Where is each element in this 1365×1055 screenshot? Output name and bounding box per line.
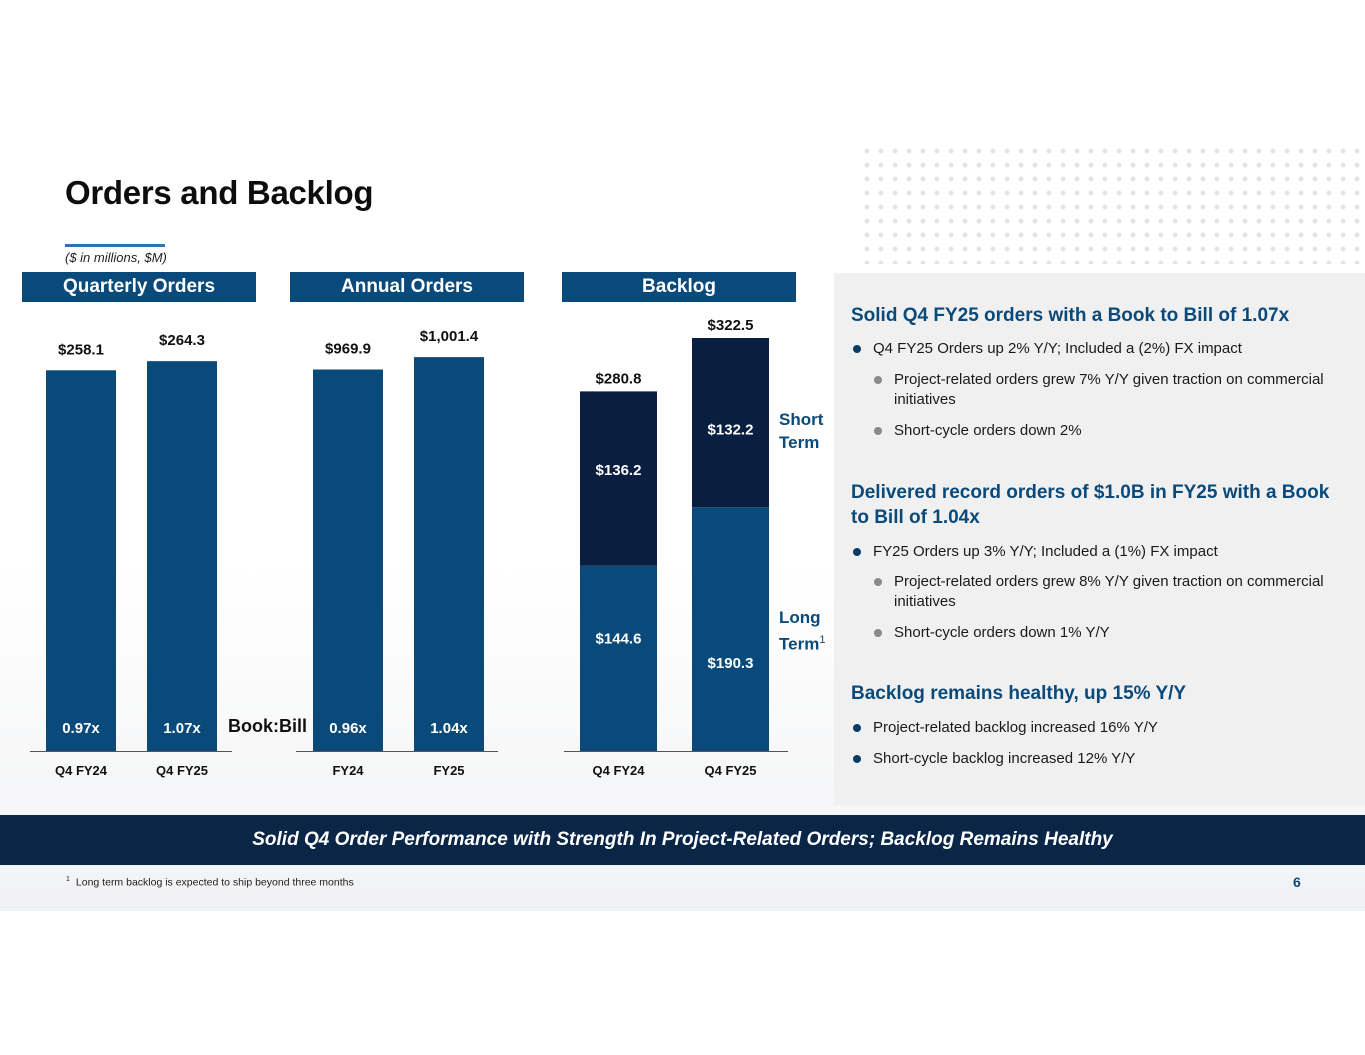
- annual-x-tick-label: FY24: [332, 763, 364, 778]
- quarterly-x-tick-label: Q4 FY25: [156, 763, 208, 778]
- quarterly-book-to-bill-label: 0.97x: [62, 720, 100, 737]
- legend-short-term-line2: Term: [779, 433, 820, 452]
- panel-bullet-text: Short-cycle orders down 2%: [894, 422, 1082, 439]
- bullet-dot-icon: [874, 427, 882, 435]
- backlog-long-term-segment-label: $144.6: [596, 631, 642, 648]
- backlog-short-term-segment: [692, 338, 769, 508]
- panel-sub-bullet: Project-related orders grew 8% Y/Y given…: [874, 572, 1324, 612]
- quarterly-x-tick-label: Q4 FY24: [55, 763, 108, 778]
- panel-bullet-text: FY25 Orders up 3% Y/Y; Included a (1%) F…: [873, 543, 1218, 560]
- panel-bullet: Q4 FY25 Orders up 2% Y/Y; Included a (2%…: [853, 339, 1333, 359]
- takeaway-banner: Solid Q4 Order Performance with Strength…: [0, 815, 1365, 865]
- legend-long-term: Long Term1: [779, 606, 825, 656]
- annual-bar: [313, 369, 383, 751]
- backlog-long-term-segment: [580, 565, 657, 751]
- legend-long-term-line2: Term: [779, 634, 820, 654]
- backlog-short-term-segment: [580, 391, 657, 566]
- legend-long-term-footnote-marker: 1: [819, 634, 826, 646]
- orders-backlog-chart: $258.1 0.97x Q4 FY24 $264.3 1.07x Q4 FY25 $96…: [30, 317, 788, 778]
- legend-short-term-line1: Short: [779, 410, 824, 429]
- title-underline: [65, 244, 165, 247]
- panel-bullet: Project-related backlog increased 16% Y/…: [853, 718, 1333, 738]
- section-header-backlog: Backlog: [562, 272, 796, 302]
- panel-bullet-text: Project-related orders grew 8% Y/Y given…: [894, 573, 1324, 610]
- backlog-total-label: $322.5: [708, 317, 754, 334]
- bullet-dot-icon: [874, 578, 882, 586]
- quarterly-book-to-bill-label: 1.07x: [163, 720, 201, 737]
- quarterly-bar-value-label: $258.1: [58, 341, 104, 358]
- section-header-annual: Annual Orders: [290, 272, 524, 302]
- backlog-chart: $144.6 $136.2 $280.8 Q4 FY24 $190.3 $132.2 $32…: [564, 317, 788, 778]
- book-bill-label: Book:Bill: [228, 716, 307, 736]
- backlog-long-term-segment: [692, 507, 769, 751]
- backlog-x-tick-label: Q4 FY25: [704, 763, 756, 778]
- panel-bullet-text: Project-related backlog increased 16% Y/…: [873, 719, 1158, 736]
- backlog-short-term-segment-label: $132.2: [708, 421, 754, 438]
- backlog-x-tick-label: Q4 FY24: [592, 763, 645, 778]
- commentary-panel: Solid Q4 FY25 orders with a Book to Bill…: [834, 273, 1365, 805]
- footnote: 1 Long term backlog is expected to ship b…: [66, 876, 354, 889]
- panel-bullet-text: Short-cycle backlog increased 12% Y/Y: [873, 750, 1136, 767]
- panel-bullet-text: Q4 FY25 Orders up 2% Y/Y; Included a (2%…: [873, 340, 1242, 357]
- footnote-marker: 1: [66, 876, 70, 883]
- units-note: ($ in millions, $M): [65, 250, 167, 265]
- panel-sub-bullet: Short-cycle orders down 2%: [874, 421, 1324, 441]
- bullet-dot-icon: [874, 376, 882, 384]
- annual-x-tick-label: FY25: [433, 763, 464, 778]
- bullet-dot-icon: [853, 345, 861, 353]
- bullet-dot-icon: [853, 724, 861, 732]
- annual-bar-value-label: $969.9: [325, 341, 371, 358]
- annual-bar-value-label: $1,001.4: [420, 328, 479, 345]
- bullet-dot-icon: [853, 548, 861, 556]
- backlog-total-label: $280.8: [596, 370, 642, 387]
- dot-pattern-decoration: [860, 144, 1365, 264]
- page-title: Orders and Backlog: [65, 174, 374, 211]
- legend-short-term: Short Term: [779, 408, 823, 454]
- quarterly-bar: [46, 370, 116, 751]
- panel-bullet: Short-cycle backlog increased 12% Y/Y: [853, 749, 1333, 769]
- panel-heading-fy25: Delivered record orders of $1.0B in FY25…: [851, 482, 1330, 528]
- footnote-text: Long term backlog is expected to ship be…: [75, 876, 354, 889]
- backlog-short-term-segment-label: $136.2: [596, 462, 642, 479]
- panel-bullet-text: Short-cycle orders down 1% Y/Y: [894, 624, 1110, 641]
- panel-bullet-text: Project-related orders grew 7% Y/Y given…: [894, 371, 1324, 408]
- panel-heading-q4: Solid Q4 FY25 orders with a Book to Bill…: [851, 305, 1290, 326]
- page-number: 6: [1293, 874, 1301, 890]
- annual-orders-chart: $969.9 0.96x FY24 $1,001.4 1.04x FY25: [296, 328, 498, 778]
- bullet-dot-icon: [874, 629, 882, 637]
- panel-bullet: FY25 Orders up 3% Y/Y; Included a (1%) F…: [853, 542, 1333, 562]
- panel-sub-bullet: Short-cycle orders down 1% Y/Y: [874, 623, 1324, 643]
- bullet-dot-icon: [853, 755, 861, 763]
- annual-bar: [414, 357, 484, 751]
- annual-book-to-bill-label: 1.04x: [430, 720, 468, 737]
- section-header-quarterly: Quarterly Orders: [22, 272, 256, 302]
- backlog-long-term-segment-label: $190.3: [708, 655, 754, 672]
- quarterly-orders-chart: $258.1 0.97x Q4 FY24 $264.3 1.07x Q4 FY25: [30, 332, 232, 778]
- quarterly-bar-value-label: $264.3: [159, 332, 205, 349]
- panel-heading-backlog: Backlog remains healthy, up 15% Y/Y: [851, 683, 1187, 704]
- annual-book-to-bill-label: 0.96x: [329, 720, 367, 737]
- legend-long-term-line1: Long: [779, 608, 821, 627]
- quarterly-bar: [147, 361, 217, 751]
- panel-sub-bullet: Project-related orders grew 7% Y/Y given…: [874, 370, 1324, 410]
- slide: Orders and Backlog ($ in millions, $M) Q…: [0, 144, 1365, 911]
